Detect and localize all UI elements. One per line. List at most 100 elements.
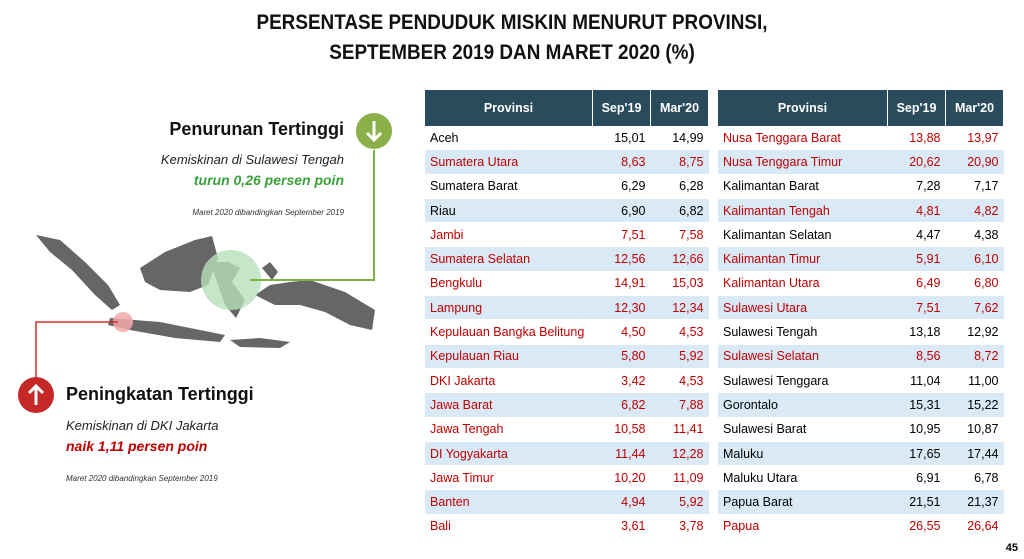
table-cell: 6,10 [945,246,1004,272]
table-cell: 21,37 [945,489,1004,515]
table-cell: 17,44 [945,441,1004,467]
table-wrap: Provinsi Sep'19 Mar'20 Nusa Tenggara Barat 1… [718,90,1004,540]
table-row: DKI Jakarta 3,42 4,53 [425,368,709,394]
table-row: Nusa Tenggara Barat 13,88 13,97 [718,126,1004,151]
table-row: Sumatera Selatan 12,56 12,66 [425,246,709,272]
table-cell: 26,55 [887,514,946,540]
table-row: Kepulauan Riau 5,80 5,92 [425,344,709,369]
table-cell: Sumatera Barat [425,174,593,199]
table-cell: DKI Jakarta [425,368,593,394]
table-row: Sulawesi Barat 10,95 10,87 [718,417,1004,442]
table-row: Sulawesi Tenggara 11,04 11,00 [718,368,1004,394]
table-cell: 6,78 [945,465,1004,491]
table-cell: 11,09 [650,465,709,491]
table-cell: 14,91 [592,271,651,297]
table-cell: 6,80 [945,271,1004,297]
table-cell: 12,66 [650,246,709,272]
table-cell: Kalimantan Selatan [718,222,888,248]
table-cell: 5,92 [650,344,709,369]
column-header: Mar'20 [945,90,1004,126]
table-cell: 7,17 [945,174,1004,199]
table-cell: 4,94 [592,489,651,515]
table-cell: Nusa Tenggara Timur [718,149,888,175]
header-row: Provinsi Sep'19 Mar'20 [425,90,709,126]
table-cell: 7,51 [887,295,946,321]
table-cell: 6,29 [592,174,651,199]
table-cell: 15,03 [650,271,709,297]
table-cell: Maluku [718,441,888,467]
callout-highlight: naik 1,11 persen poin [66,438,208,454]
table-cell: 3,61 [592,514,651,540]
header-row: Provinsi Sep'19 Mar'20 [718,90,1004,126]
table-row: DI Yogyakarta 11,44 12,28 [425,441,709,467]
table-cell: 3,42 [592,368,651,394]
column-header: Mar'20 [650,90,709,126]
table-cell: 20,90 [945,149,1004,175]
table-row: Sumatera Utara 8,63 8,75 [425,149,709,175]
table-cell: 20,62 [887,149,946,175]
table-cell: Maluku Utara [718,465,888,491]
table-row: Jawa Tengah 10,58 11,41 [425,417,709,442]
table-row: Bengkulu 14,91 15,03 [425,271,709,297]
callout-text: Kemiskinan di DKI Jakarta [66,418,219,433]
table-row: Papua Barat 21,51 21,37 [718,489,1004,515]
table-cell: 6,82 [592,392,651,418]
table-cell: Riau [425,198,593,224]
title-line: PERSENTASE PENDUDUK MISKIN MENURUT PROVI… [256,11,768,34]
table-cell: 8,72 [945,344,1004,369]
table-cell: 4,81 [887,198,946,224]
table-cell: Gorontalo [718,392,888,418]
table-cell: 15,22 [945,392,1004,418]
table-row: Riau 6,90 6,82 [425,198,709,224]
table-cell: 4,53 [650,319,709,345]
table-cell: 4,53 [650,368,709,394]
table-cell: 5,91 [887,246,946,272]
table-row: Kepulauan Bangka Belitung 4,50 4,53 [425,319,709,345]
table-cell: Kalimantan Utara [718,271,888,297]
table-cell: 7,28 [887,174,946,199]
table-cell: 12,92 [945,319,1004,345]
table-cell: 7,62 [945,295,1004,321]
table-cell: Jambi [425,222,593,248]
table-cell: 10,87 [945,417,1004,442]
table-cell: 5,80 [592,344,651,369]
table-row: Papua 26,55 26,64 [718,514,1004,540]
table-row: Kalimantan Timur 5,91 6,10 [718,246,1004,272]
table-cell: 6,49 [887,271,946,297]
table-cell: Papua Barat [718,489,888,515]
table-cell: Papua [718,514,888,540]
table-cell: 4,82 [945,198,1004,224]
connector [250,150,375,281]
table-cell: 8,75 [650,149,709,175]
table-cell: Jawa Timur [425,465,593,491]
table-cell: 15,31 [887,392,946,418]
table-cell: 3,78 [650,514,709,540]
table-cell: 12,34 [650,295,709,321]
table-wrap: Provinsi Sep'19 Mar'20 Aceh 15,01 14,99 Sumate… [425,90,709,540]
table-cell: Sulawesi Barat [718,417,888,442]
table-cell: Jawa Barat [425,392,593,418]
table-cell: 8,56 [887,344,946,369]
table-cell: Aceh [425,126,593,151]
table-cell: Bengkulu [425,271,593,297]
title: PERSENTASE PENDUDUK MISKIN MENURUT PROVI… [51,8,973,68]
table-cell: 12,56 [592,246,651,272]
table-cell: 4,50 [592,319,651,345]
table-cell: DI Yogyakarta [425,441,593,467]
table-cell: Sulawesi Tengah [718,319,888,345]
table-cell: 7,88 [650,392,709,418]
down-arrow [365,121,383,143]
table-row: Jambi 7,51 7,58 [425,222,709,248]
table-cell: Lampung [425,295,593,321]
table-cell: Jawa Tengah [425,417,593,442]
table-cell: Kalimantan Barat [718,174,888,199]
table-cell: Sulawesi Tenggara [718,368,888,394]
table-cell: Bali [425,514,593,540]
table-cell: 17,65 [887,441,946,467]
table-row: Lampung 12,30 12,34 [425,295,709,321]
callout-heading: Penurunan Tertinggi [169,119,344,139]
data-table: Provinsi Sep'19 Mar'20 Nusa Tenggara Barat 1… [718,90,1004,540]
data-table: Provinsi Sep'19 Mar'20 Aceh 15,01 14,99 Sumate… [425,90,709,540]
callout-note: Maret 2020 dibandingkan September 2019 [192,208,344,217]
table-cell: 12,28 [650,441,709,467]
